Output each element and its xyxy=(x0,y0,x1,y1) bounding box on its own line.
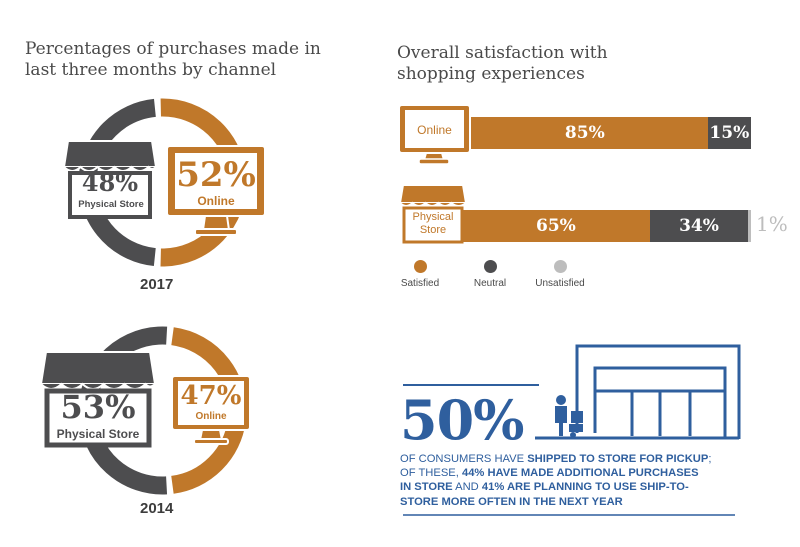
warehouse-illustration xyxy=(403,344,741,516)
bar-store-neutral: 34% xyxy=(649,210,749,242)
online-percent-2014: 47% xyxy=(180,381,242,411)
legend-unsatisfied-label: Unsatisfied xyxy=(535,278,585,289)
bar-store-satisfied-label: 65% xyxy=(536,216,576,236)
bar-store-satisfied: 65% xyxy=(462,210,650,242)
monitor-icon xyxy=(166,145,266,236)
store-icon xyxy=(39,351,157,448)
stat-text-2: ; xyxy=(708,453,712,465)
left-chart-title: Percentages of purchases made in last th… xyxy=(25,39,321,80)
store-icon xyxy=(398,184,468,244)
stat-line-3: in store and 41% are planning to use shi… xyxy=(400,480,740,494)
legend-unsatisfied: Unsatisfied xyxy=(520,260,600,289)
bar-store-unsatisfied-label: 1% xyxy=(756,212,788,236)
store-label-2014: Physical Store xyxy=(56,427,140,441)
bar-store-unsatisfied xyxy=(748,210,751,242)
store-percent-2014: 53% xyxy=(60,388,136,426)
bar-store-category: Physical Store xyxy=(404,211,462,237)
online-label-2014: Online xyxy=(195,411,227,422)
stat-line-4: store more often in the next year xyxy=(400,495,740,509)
stat-line-1: of consumers have shipped to store for p… xyxy=(400,452,740,466)
legend-neutral-dot xyxy=(483,260,497,273)
online-label-2017: Online xyxy=(197,194,235,208)
stat-text-3: of these, xyxy=(400,467,462,480)
legend-satisfied-dot xyxy=(413,260,427,273)
monitor-icon xyxy=(171,375,251,445)
online-percent-2017: 52% xyxy=(176,155,256,195)
store-percent-2017: 48% xyxy=(81,168,139,197)
store-label-2017: Physical Store xyxy=(78,199,144,210)
bar-store-category-line2: Store xyxy=(419,224,447,236)
legend-satisfied: Satisfied xyxy=(380,260,460,289)
stat-bold-3: in store xyxy=(400,481,453,494)
bar-online-satisfied: 85% xyxy=(462,117,708,149)
bar-online-satisfied-label: 85% xyxy=(564,123,605,143)
year-label-2014: 2014 xyxy=(140,500,174,517)
monitor-icon xyxy=(398,104,471,165)
stat-bold-2: 44% have made additional purchases xyxy=(461,467,699,480)
bar-store-category-line1: Physical xyxy=(412,211,454,223)
stat-description: of consumers have shipped to store for p… xyxy=(400,452,740,509)
bar-store: 65% 34% xyxy=(462,210,751,242)
legend-unsatisfied-dot xyxy=(553,260,567,273)
bar-online-neutral-label: 15% xyxy=(709,123,750,143)
stat-bold-5: store more often in the next year xyxy=(400,495,623,508)
legend-satisfied-label: Satisfied xyxy=(400,278,440,289)
bar-online-category: Online xyxy=(417,123,452,137)
store-icon xyxy=(62,140,158,219)
stat-text-1: of consumers have xyxy=(400,453,528,465)
bar-online-neutral: 15% xyxy=(707,117,751,149)
stat-text-4: and xyxy=(452,481,482,494)
stat-big-number: 50% xyxy=(400,388,524,452)
stat-bold-4: 41% are planning to use ship-to- xyxy=(481,481,689,494)
year-label-2017: 2017 xyxy=(140,276,174,293)
stat-bold-1: shipped to store for pickup xyxy=(527,453,709,465)
bar-online: 85% 15% xyxy=(462,117,751,149)
bar-store-neutral-label: 34% xyxy=(679,216,719,236)
stat-line-2: of these, 44% have made additional purch… xyxy=(400,466,740,480)
legend-neutral: Neutral xyxy=(450,260,530,289)
right-chart-title: Overall satisfaction with shopping exper… xyxy=(397,43,608,84)
legend-neutral-label: Neutral xyxy=(473,278,507,289)
